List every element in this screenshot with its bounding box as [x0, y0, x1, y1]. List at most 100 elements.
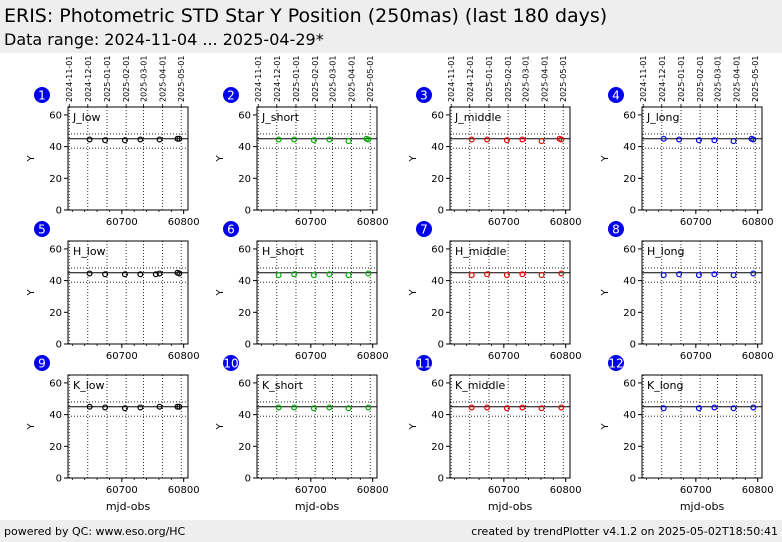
- date-tick-label: 2025-05-01: [751, 56, 760, 103]
- data-point: [326, 271, 333, 278]
- date-tick-label: 2025-03-01: [139, 56, 148, 103]
- x-axis-label: mjd-obs: [106, 500, 151, 513]
- data-point: [121, 271, 128, 278]
- y-tick-label: 20: [238, 442, 251, 453]
- plot-frame: [256, 374, 378, 479]
- date-tick-label: 2024-12-01: [84, 56, 93, 103]
- data-point: [137, 136, 144, 143]
- page-title: ERIS: Photometric STD Star Y Position (2…: [4, 5, 608, 27]
- data-point: [102, 404, 109, 411]
- date-tick-label: 2024-12-01: [658, 56, 667, 103]
- x-axis-label: mjd-obs: [295, 500, 340, 513]
- panel-number-badge: [34, 87, 50, 103]
- x-tick-label: 60700: [680, 351, 712, 362]
- data-point: [365, 270, 372, 277]
- x-tick-label: 60700: [295, 485, 327, 496]
- y-tick-label: 0: [245, 340, 251, 351]
- date-tick-label: 2025-05-01: [177, 56, 186, 103]
- x-tick-label: 60700: [680, 485, 712, 496]
- series-label: K_long: [647, 379, 683, 392]
- panel-number-badge: [34, 221, 50, 237]
- y-tick-label: 0: [56, 206, 62, 217]
- data-point: [156, 136, 163, 143]
- series-label: H_middle: [455, 245, 507, 258]
- data-point: [484, 136, 491, 143]
- data-point: [86, 136, 93, 143]
- data-point: [750, 270, 757, 277]
- data-point: [275, 404, 282, 411]
- date-tick-label: 2025-04-01: [348, 56, 357, 103]
- data-point: [484, 404, 491, 411]
- data-point: [326, 404, 333, 411]
- data-point: [345, 272, 352, 279]
- y-tick-label: 40: [431, 410, 444, 421]
- data-point: [750, 404, 757, 411]
- x-tick-label: 60700: [295, 217, 327, 228]
- date-tick-label: 2024-11-01: [639, 56, 648, 103]
- y-tick-label: 20: [238, 308, 251, 319]
- data-point: [86, 270, 93, 277]
- page-header: ERIS: Photometric STD Star Y Position (2…: [0, 0, 782, 53]
- x-tick-label: 60800: [742, 217, 774, 228]
- y-tick-label: 40: [238, 276, 251, 287]
- data-point: [121, 405, 128, 412]
- y-axis-label: Y: [408, 423, 419, 431]
- panel-number: 1: [38, 89, 46, 103]
- x-tick-label: 60800: [742, 351, 774, 362]
- panel-number-badge: [416, 87, 432, 103]
- data-point: [503, 405, 510, 412]
- data-point: [310, 137, 317, 144]
- y-tick-label: 40: [623, 276, 636, 287]
- y-axis-label: Y: [26, 289, 37, 297]
- plot-frame: [449, 374, 571, 479]
- data-point: [484, 271, 491, 278]
- panel-2: 0 20 40 60 60700 60800 Y 2024-11-01 2024-12-01 20…: [215, 56, 389, 229]
- y-tick-label: 40: [238, 410, 251, 421]
- y-tick-label: 40: [49, 142, 62, 153]
- y-axis-label: Y: [408, 155, 419, 163]
- y-axis-label: Y: [215, 289, 226, 297]
- x-tick-label: 60800: [168, 217, 200, 228]
- data-point: [730, 272, 737, 279]
- series-label: K_short: [262, 379, 304, 392]
- series-label: J_low: [72, 111, 101, 124]
- plot-frame: [67, 106, 189, 211]
- date-tick-label: 2024-11-01: [447, 56, 456, 103]
- date-tick-label: 2024-12-01: [273, 56, 282, 103]
- y-axis-label: Y: [26, 423, 37, 431]
- data-point: [503, 137, 510, 144]
- data-point: [660, 405, 667, 412]
- x-tick-label: 60700: [488, 217, 520, 228]
- panel-8: 0 20 40 60 60700 60800 Y H_long 8: [600, 221, 774, 362]
- panel-number: 2: [227, 89, 235, 103]
- data-point: [538, 405, 545, 412]
- data-point: [102, 271, 109, 278]
- data-point: [137, 271, 144, 278]
- y-tick-label: 60: [623, 244, 636, 255]
- powered-by-text: powered by QC: www.eso.org/HC: [4, 525, 186, 538]
- y-tick-label: 0: [56, 340, 62, 351]
- plot-frame: [449, 240, 571, 345]
- y-tick-label: 20: [431, 308, 444, 319]
- x-axis-label: mjd-obs: [488, 500, 533, 513]
- data-point: [730, 138, 737, 145]
- y-tick-label: 0: [438, 206, 444, 217]
- data-point: [291, 271, 298, 278]
- created-by-text: created by trendPlotter v4.1.2 on 2025-0…: [471, 525, 778, 538]
- x-tick-label: 60800: [357, 217, 389, 228]
- y-tick-label: 60: [49, 244, 62, 255]
- data-point: [660, 272, 667, 279]
- panel-number-badge: [608, 355, 624, 371]
- data-point: [121, 137, 128, 144]
- date-tick-label: 2025-03-01: [521, 56, 530, 103]
- data-point: [291, 404, 298, 411]
- y-tick-label: 40: [623, 142, 636, 153]
- x-tick-label: 60800: [550, 217, 582, 228]
- date-tick-label: 2025-02-01: [311, 56, 320, 103]
- data-point: [468, 272, 475, 279]
- data-point: [345, 138, 352, 145]
- plot-frame: [256, 106, 378, 211]
- data-point: [365, 404, 372, 411]
